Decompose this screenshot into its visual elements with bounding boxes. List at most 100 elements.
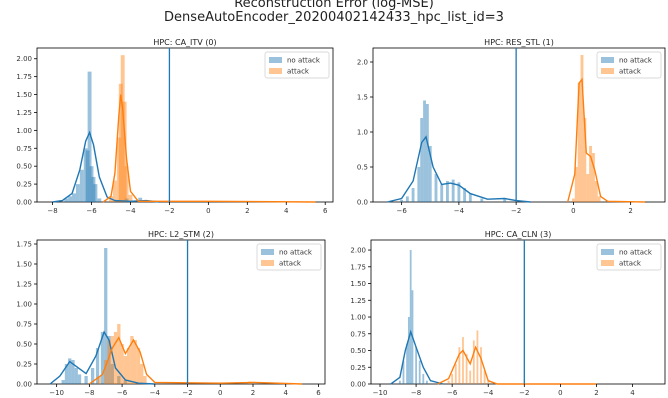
histogram-bar	[589, 146, 592, 202]
histogram-bar	[83, 148, 88, 202]
subplot-ca-cln: HPC: CA_CLN (3) −10 −8 −6 −4 −2 0 2 4 0.00 0.25 0.5…	[350, 230, 666, 397]
x-tick-label: −4	[454, 207, 465, 215]
histogram-bar	[117, 376, 121, 384]
histogram-bar	[580, 55, 584, 202]
y-tick-label: 1.00	[350, 314, 366, 322]
histogram-bar	[122, 101, 127, 202]
histogram-bar	[451, 179, 455, 202]
histogram-bar	[128, 194, 133, 202]
x-tick-label: 0	[206, 207, 210, 215]
histogram-bar	[104, 248, 108, 384]
legend-swatch	[601, 249, 614, 255]
legend-swatch	[601, 57, 614, 63]
figure-title-line1: Reconstruction Error (log-MSE)	[234, 0, 434, 11]
histogram-bar	[425, 104, 429, 202]
kde-line	[52, 130, 160, 203]
legend-label: no attack	[619, 249, 653, 257]
y-tick-label: 0.00	[350, 381, 366, 389]
histogram-bar	[594, 181, 598, 202]
y-tick-label: 2.00	[16, 55, 32, 63]
histogram-bar	[428, 146, 432, 202]
legend-label: attack	[287, 68, 310, 76]
histogram-bar	[434, 174, 438, 202]
y-tick-label: 0.00	[16, 381, 32, 389]
figure-title-line2: DenseAutoEncoder_20200402142433_hpc_list…	[164, 10, 504, 25]
kde-line	[49, 330, 155, 385]
histogram-bar	[583, 118, 587, 202]
histogram-bar	[451, 373, 454, 384]
histogram-bar	[107, 336, 111, 384]
legend-swatch	[601, 260, 614, 266]
histogram-bar	[487, 380, 490, 384]
histogram-bar	[97, 198, 102, 202]
subplot-title: HPC: CA_CLN (3)	[485, 230, 552, 239]
y-tick-label: 1.25	[16, 109, 32, 117]
histogram-bar	[480, 198, 484, 202]
histogram-bar	[112, 180, 117, 202]
subplot-l2-stm: HPC: L2_STM (2) −10 −8 −6 −4 −2 0 2 4 6 0.00 0.25 0.…	[16, 230, 326, 397]
y-tick-label: 0.50	[16, 341, 32, 349]
histogram-bar	[74, 368, 78, 384]
y-tick-label: 0.75	[16, 145, 32, 153]
subplot-res-stl: HPC: RES_STL (1) −6 −4 −2 0 2 0.0 0.5 1.0 1.5 2.0 n…	[357, 38, 666, 215]
x-tick-label: −2	[164, 207, 174, 215]
x-tick-label: −10	[49, 389, 64, 397]
histogram-bar	[398, 380, 401, 384]
histogram-bar	[130, 336, 134, 384]
x-tick-label: 6	[316, 389, 321, 397]
legend-box	[264, 51, 330, 79]
histogram-bar	[571, 198, 575, 202]
kde-line	[88, 336, 303, 385]
y-tick-label: 1.25	[350, 297, 366, 305]
histogram-bar	[592, 153, 595, 202]
histogram-bar	[457, 182, 461, 202]
y-tick-label: 1.00	[16, 301, 32, 309]
histogram-bar	[64, 364, 69, 384]
legend: no attack attack	[596, 51, 662, 79]
y-tick-label: 2.00	[350, 247, 366, 255]
kde-line	[387, 135, 531, 203]
histogram-bar	[426, 380, 428, 384]
x-tick-label: 2	[245, 207, 249, 215]
histogram-bar	[107, 340, 111, 384]
histogram-bar	[110, 336, 114, 384]
histogram-bar	[79, 169, 84, 202]
kde-line	[390, 329, 444, 385]
kde-line	[437, 345, 597, 385]
legend-box	[596, 243, 662, 271]
x-tick-label: −6	[396, 207, 407, 215]
x-tick-label: −6	[86, 207, 97, 215]
histogram-bar	[133, 340, 137, 384]
histogram-bar	[422, 373, 425, 384]
x-tick-label: 0	[218, 389, 222, 397]
histogram-bar	[400, 199, 404, 202]
histogram-bar	[411, 188, 415, 202]
histogram-bar	[75, 184, 80, 202]
histogram-bar	[140, 364, 144, 384]
histogram-bar	[418, 360, 421, 384]
histogram-bar	[100, 332, 105, 384]
histogram-bar	[143, 376, 147, 384]
histogram-bar	[124, 166, 129, 202]
histogram-bar	[503, 198, 507, 202]
histogram-bar	[423, 100, 426, 202]
histogram-bar	[405, 196, 409, 202]
histogram-bar	[84, 376, 88, 384]
legend-box	[256, 243, 322, 271]
histogram-bar	[465, 353, 468, 384]
x-tick-label: −4	[125, 207, 136, 215]
legend-box	[596, 51, 662, 79]
histogram-bar	[72, 193, 76, 202]
y-tick-label: 1.75	[16, 241, 32, 249]
x-tick-label: −4	[150, 389, 161, 397]
legend-swatch	[269, 57, 282, 63]
y-tick-label: 1.75	[16, 73, 32, 81]
histogram-bar	[420, 118, 424, 202]
histogram-bar	[407, 317, 410, 384]
y-tick-label: 0.50	[350, 347, 366, 355]
histogram-bar	[104, 360, 108, 384]
subplot-ca-itv: HPC: CA_ITV (0) −8 −6 −4 −2 0 2 4 6 0.00 0.25 0.50 0…	[16, 38, 334, 215]
histogram-bar	[89, 166, 94, 202]
histogram-bar	[118, 83, 123, 202]
histogram-bar	[458, 347, 461, 384]
